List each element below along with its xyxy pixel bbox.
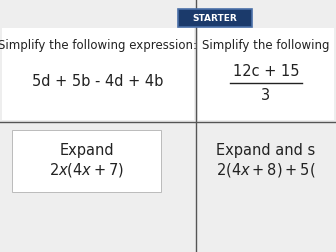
FancyBboxPatch shape (198, 28, 334, 120)
Text: 3: 3 (261, 87, 270, 103)
Text: STARTER: STARTER (193, 14, 238, 23)
Text: 12c + 15: 12c + 15 (233, 65, 299, 79)
Text: $2(4x + 8) + 5($: $2(4x + 8) + 5($ (216, 161, 316, 179)
Text: $2x(4x + 7)$: $2x(4x + 7)$ (49, 161, 124, 179)
Text: Expand and s: Expand and s (216, 142, 316, 158)
FancyBboxPatch shape (12, 130, 161, 192)
Text: Simplify the following: Simplify the following (202, 40, 330, 52)
FancyBboxPatch shape (2, 28, 194, 120)
Text: Expand: Expand (59, 142, 114, 158)
FancyBboxPatch shape (178, 9, 252, 27)
Text: Simplify the following expression:: Simplify the following expression: (0, 40, 198, 52)
Text: 5d + 5b - 4d + 4b: 5d + 5b - 4d + 4b (32, 75, 164, 89)
